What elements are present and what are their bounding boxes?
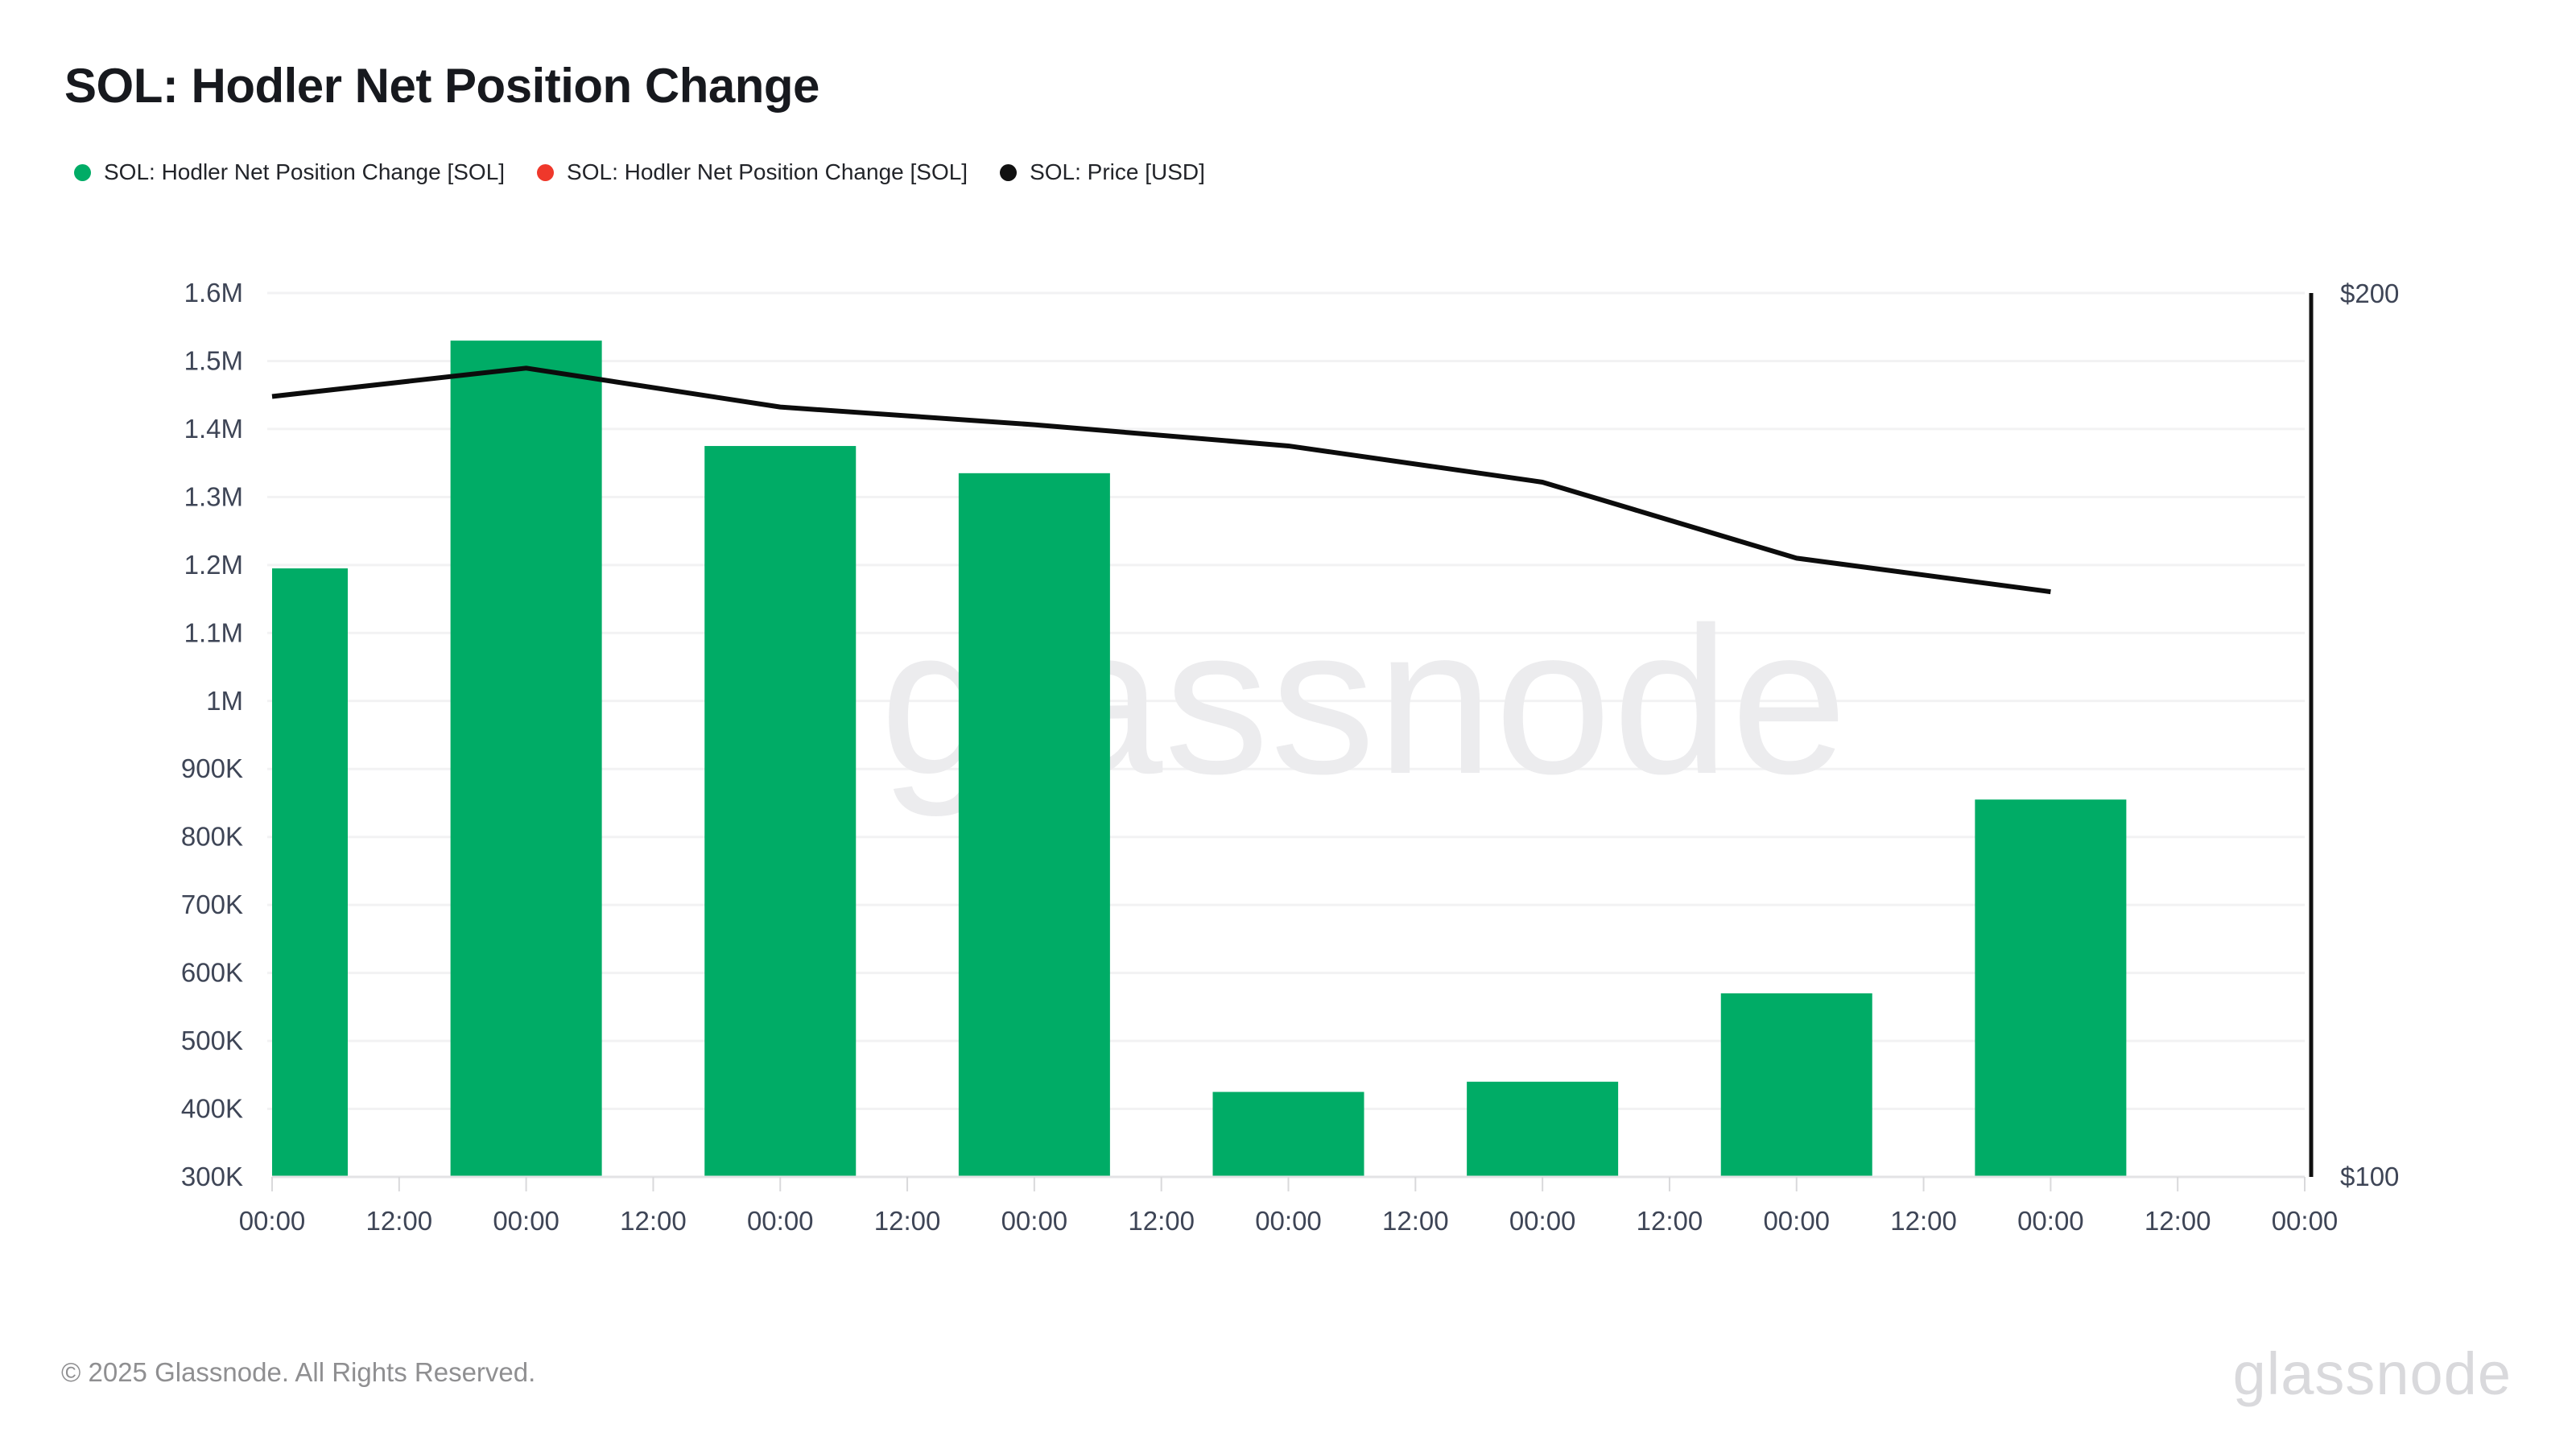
legend-label: SOL: Price [USD] — [1030, 159, 1205, 184]
x-tick-label: 12:00 — [1382, 1206, 1449, 1236]
y-left-tick-label: 1.4M — [184, 414, 243, 444]
x-tick-label: 12:00 — [366, 1206, 433, 1236]
x-axis-ticks: 00:00 12:00 00:00 12:00 00:00 12:00 00:00 12:00… — [239, 1177, 2339, 1236]
x-tick-label: 12:00 — [874, 1206, 941, 1236]
bar-00:00-2[interactable] — [450, 341, 602, 1177]
y-left-tick-label: 500K — [181, 1026, 243, 1055]
y-left-tick-label: 800K — [181, 822, 243, 852]
x-tick-label: 00:00 — [1001, 1206, 1068, 1236]
x-tick-label: 00:00 — [2017, 1206, 2084, 1236]
x-tick-label: 00:00 — [2272, 1206, 2339, 1236]
x-tick-label: 00:00 — [1255, 1206, 1322, 1236]
legend-item-hodler-net-position-change-negative[interactable]: SOL: Hodler Net Position Change [SOL] — [537, 159, 968, 185]
legend-dot-black-icon — [1000, 163, 1018, 181]
y-left-tick-label: 1.1M — [184, 617, 243, 647]
y-left-tick-label: 600K — [181, 958, 243, 988]
x-tick-label: 12:00 — [1637, 1206, 1703, 1236]
y-left-tick-label: 900K — [181, 753, 243, 783]
x-tick-label: 12:00 — [620, 1206, 687, 1236]
x-tick-label: 00:00 — [1763, 1206, 1830, 1236]
price-line[interactable] — [271, 365, 2051, 595]
y-left-tick-label: 700K — [181, 890, 243, 919]
bar-series-0 — [196, 341, 2127, 1177]
legend-item-price[interactable]: SOL: Price [USD] — [1000, 159, 1205, 185]
x-tick-label: 12:00 — [1890, 1206, 1957, 1236]
x-tick-label: 00:00 — [747, 1206, 814, 1236]
legend-dot-red-icon — [537, 163, 555, 181]
legend-item-hodler-net-position-change-positive[interactable]: SOL: Hodler Net Position Change [SOL] — [74, 159, 505, 185]
y-left-tick-label: 1.2M — [184, 550, 243, 580]
y-left-tick-label: 1.5M — [184, 345, 243, 375]
bar-00:00-6[interactable] — [958, 473, 1110, 1177]
bar-00:00-0[interactable] — [196, 568, 348, 1177]
page-title: SOL: Hodler Net Position Change — [64, 59, 819, 113]
x-tick-label: 00:00 — [1509, 1206, 1576, 1236]
x-tick-label: 00:00 — [493, 1206, 559, 1236]
legend-dot-green-icon — [74, 163, 91, 181]
y-left-tick-label: 1.6M — [184, 278, 243, 308]
y-right-top-label: $200 — [2340, 279, 2399, 308]
y-left-tick-label: 400K — [181, 1094, 243, 1124]
x-tick-label: 12:00 — [1128, 1206, 1195, 1236]
bar-00:00-8[interactable] — [1212, 1092, 1364, 1177]
chart-legend: SOL: Hodler Net Position Change [SOL] SO… — [74, 159, 1205, 185]
bar-00:00-12[interactable] — [1720, 993, 1872, 1177]
y-left-tick-label: 1M — [206, 686, 243, 716]
copyright-text: © 2025 Glassnode. All Rights Reserved. — [61, 1357, 536, 1387]
left-axis-labels: 300K 400K 500K 600K 700K 800K 900K 1M 1.1M 1.2M 1.… — [181, 278, 243, 1191]
bar-00:00-14[interactable] — [1975, 799, 2127, 1177]
glassnode-logo: glassnode — [2232, 1340, 2512, 1407]
y-left-tick-label: 300K — [181, 1162, 243, 1191]
y-right-bottom-label: $100 — [2340, 1162, 2399, 1191]
bar-00:00-10[interactable] — [1467, 1081, 1619, 1177]
legend-label: SOL: Hodler Net Position Change [SOL] — [104, 159, 506, 184]
x-tick-label: 12:00 — [2145, 1206, 2211, 1236]
y-left-tick-label: 1.3M — [184, 481, 243, 511]
bar-00:00-4[interactable] — [704, 446, 857, 1177]
legend-label: SOL: Hodler Net Position Change [SOL] — [567, 159, 968, 184]
x-tick-label: 00:00 — [239, 1206, 306, 1236]
